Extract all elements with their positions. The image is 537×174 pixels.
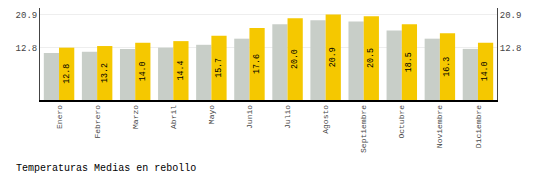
- svg-text:12.8: 12.8: [62, 64, 71, 84]
- svg-text:20.9: 20.9: [16, 11, 38, 21]
- svg-text:Mayo: Mayo: [207, 105, 216, 124]
- svg-text:Septiembre: Septiembre: [359, 105, 368, 153]
- svg-text:16.3: 16.3: [442, 57, 451, 77]
- svg-text:18.5: 18.5: [404, 52, 413, 72]
- svg-text:20.5: 20.5: [366, 48, 375, 68]
- svg-text:Febrero: Febrero: [93, 105, 102, 139]
- svg-text:20.9: 20.9: [500, 11, 522, 21]
- svg-text:Diciembre: Diciembre: [474, 105, 483, 148]
- svg-text:Junio: Junio: [245, 105, 254, 129]
- svg-text:15.7: 15.7: [214, 58, 223, 78]
- svg-text:Enero: Enero: [55, 105, 64, 129]
- svg-text:17.6: 17.6: [252, 54, 261, 74]
- svg-text:Marzo: Marzo: [131, 105, 140, 129]
- svg-text:Noviembre: Noviembre: [435, 105, 444, 148]
- svg-text:13.2: 13.2: [100, 63, 109, 83]
- svg-text:Julio: Julio: [283, 105, 292, 129]
- svg-text:Abril: Abril: [169, 105, 178, 129]
- svg-text:20.9: 20.9: [328, 47, 337, 67]
- svg-text:14.4: 14.4: [176, 61, 185, 81]
- svg-text:20.0: 20.0: [290, 49, 299, 69]
- svg-text:14.0: 14.0: [138, 61, 147, 81]
- svg-text:12.8: 12.8: [500, 44, 522, 54]
- svg-text:12.8: 12.8: [16, 44, 38, 54]
- svg-text:Agosto: Agosto: [321, 105, 330, 134]
- svg-text:Octubre: Octubre: [397, 105, 406, 139]
- svg-text:14.0: 14.0: [480, 61, 489, 81]
- svg-text:Temperaturas Medias en rebollo: Temperaturas Medias en rebollo: [16, 163, 196, 174]
